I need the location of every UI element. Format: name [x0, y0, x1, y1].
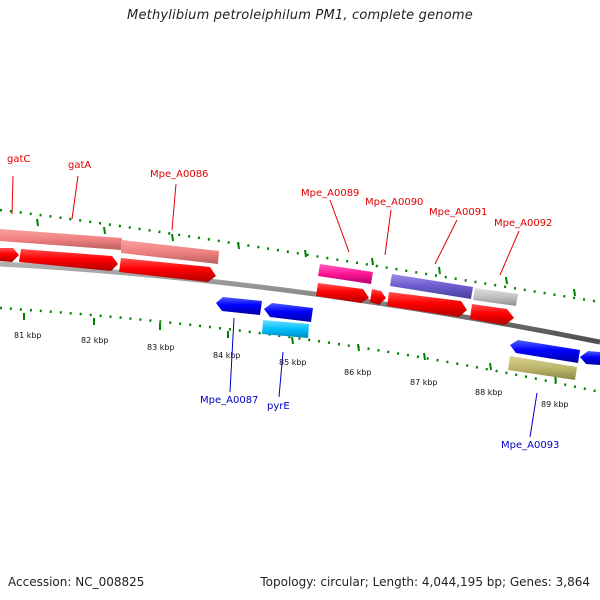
scale-label: 88 kbp [475, 388, 503, 397]
gene-arrow-mpe-a0092[interactable] [470, 304, 514, 325]
scale-label: 87 kbp [410, 378, 438, 387]
feature-gatA-bar[interactable] [0, 229, 122, 250]
gene-label-mpe-a0092[interactable]: Mpe_A0092 [494, 218, 552, 229]
gene-label-mpe-a0089[interactable]: Mpe_A0089 [301, 188, 359, 199]
leader-gatC [11, 175, 14, 215]
gene-label-mpe-a0086[interactable]: Mpe_A0086 [150, 169, 208, 180]
gene-arrow-mpe-a0090[interactable] [370, 289, 386, 305]
map-title: Methylibium petroleiphilum PM1, complete… [127, 8, 473, 23]
outer-scale-ticks [36, 218, 576, 297]
leader-mpe-a0087 [229, 317, 235, 393]
gene-label-mpe-a0093[interactable]: Mpe_A0093 [501, 440, 559, 451]
leader-mpe-a0093 [529, 392, 538, 438]
gene-arrow-gatC[interactable] [0, 248, 19, 262]
feature-mpe-a0086-bar[interactable] [121, 240, 219, 264]
gene-label-gatA[interactable]: gatA [68, 160, 91, 171]
leader-mpe-a0090 [384, 209, 392, 256]
accession-text: Accession: NC_008825 [8, 575, 145, 589]
gene-arrow-mpe-a0086[interactable] [119, 258, 216, 282]
leader-gatA [71, 175, 79, 220]
gene-label-gatC[interactable]: gatC [7, 154, 30, 165]
leader-mpe-a0089 [329, 199, 350, 253]
scale-label: 86 kbp [344, 368, 372, 377]
feature-mpe-a0091-bar[interactable] [390, 274, 473, 299]
gene-arrow-mpe-a0091[interactable] [387, 292, 467, 317]
genome-summary-text: Topology: circular; Length: 4,044,195 bp… [260, 575, 590, 589]
gene-arrow-next-reverse[interactable] [580, 351, 600, 365]
leader-mpe-a0092 [499, 230, 520, 276]
scale-label: 89 kbp [541, 400, 569, 409]
leader-mpe-a0086 [171, 183, 177, 231]
gene-arrow-gatA[interactable] [19, 249, 118, 271]
gene-label-pyrE[interactable]: pyrE [267, 401, 290, 412]
gene-arrow-mpe-a0087[interactable] [216, 297, 262, 315]
leader-mpe-a0091 [434, 219, 458, 265]
inner-scale-ticks [23, 313, 557, 383]
scale-label: 85 kbp [279, 358, 307, 367]
scale-label: 84 kbp [213, 351, 241, 360]
feature-mpe-a0093-bar[interactable] [508, 356, 577, 380]
leader-pyrE [278, 351, 284, 398]
scale-label: 81 kbp [14, 331, 42, 340]
gene-label-mpe-a0091[interactable]: Mpe_A0091 [429, 207, 487, 218]
feature-mpe-a0089-bar[interactable] [318, 264, 373, 284]
gene-arrow-pyrE[interactable] [264, 303, 313, 322]
feature-mpe-a0092-bar[interactable] [473, 288, 518, 306]
gene-arrow-mpe-a0093[interactable] [510, 340, 580, 363]
gene-label-mpe-a0087[interactable]: Mpe_A0087 [200, 395, 258, 406]
gene-arrow-mpe-a0089[interactable] [316, 283, 369, 303]
feature-pyrE-bar[interactable] [262, 320, 309, 338]
gene-label-mpe-a0090[interactable]: Mpe_A0090 [365, 197, 423, 208]
scale-label: 83 kbp [147, 343, 175, 352]
scale-label: 82 kbp [81, 336, 109, 345]
